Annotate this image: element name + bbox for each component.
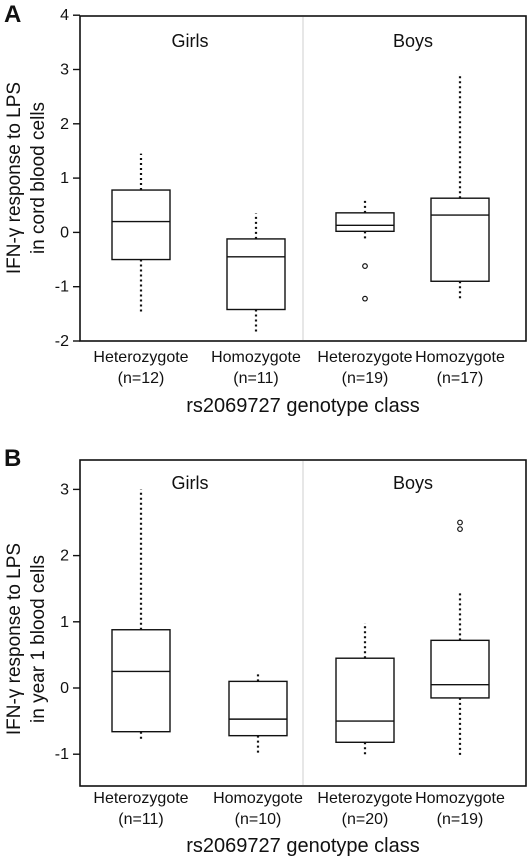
panel-b-box-girls-heterozygote <box>111 489 171 740</box>
iqr-box <box>335 657 395 743</box>
panel-a-category-n: (n=11) <box>233 370 279 387</box>
panel-a-ytick-label: 4 <box>60 7 69 24</box>
panel-b-group-girls: Girls <box>172 473 209 493</box>
panel-a-category-n: (n=19) <box>342 370 389 387</box>
panel-a-ytick-label: -1 <box>55 279 69 296</box>
panel-b-category-n: (n=10) <box>235 811 282 828</box>
panel-b-category-label: Heterozygote <box>317 790 412 807</box>
panel-a-group-boys: Boys <box>393 31 433 51</box>
outlier-point <box>457 526 463 533</box>
panel-b-box-boys-heterozygote <box>335 623 395 755</box>
panel-a-letter: A <box>4 1 21 28</box>
panel-b-category-label: Heterozygote <box>93 790 188 807</box>
iqr-box <box>226 238 286 311</box>
panel-b-category-label: Homozygote <box>415 790 505 807</box>
iqr-box <box>335 212 395 233</box>
panel-a-box-girls-homozygote <box>226 213 286 333</box>
panel-b-box-girls-homozygote <box>228 673 288 755</box>
panel-a-category-label: Homozygote <box>415 349 505 366</box>
panel-b-ylabel-line2: in year 1 blood cells <box>28 555 49 723</box>
panel-a-xlabel: rs2069727 genotype class <box>186 395 420 417</box>
panel-a-ytick-label: 3 <box>60 62 69 79</box>
panel-b-category-label: Homozygote <box>213 790 303 807</box>
panel-a-box-girls-heterozygote <box>111 153 171 314</box>
panel-b: B IFN-γ response to LPS in year 1 blood … <box>4 445 527 857</box>
panel-a-category-label: Heterozygote <box>317 349 412 366</box>
panel-b-ylabel-line1: IFN-γ response to LPS <box>4 543 25 735</box>
iqr-box <box>228 680 288 737</box>
panel-b-ylabel: IFN-γ response to LPS in year 1 blood ce… <box>4 543 49 735</box>
panel-a-ylabel-line2: in cord blood cells <box>28 102 49 254</box>
panel-b-category-n: (n=20) <box>342 811 389 828</box>
panel-b-frame <box>79 459 527 787</box>
panel-b-ytick-label: 1 <box>60 614 69 631</box>
panel-b-ytick-label: 2 <box>60 548 69 565</box>
panel-a-ytick-label: 1 <box>60 170 69 187</box>
panel-b-category-n: (n=19) <box>437 811 484 828</box>
panel-a-ytick-label: 2 <box>60 116 69 133</box>
iqr-box <box>430 197 490 282</box>
outlier-point <box>457 519 463 526</box>
panel-a-category-label: Homozygote <box>211 349 301 366</box>
iqr-box <box>111 629 171 733</box>
panel-a-ytick-label: -2 <box>55 333 69 350</box>
panel-a-ylabel-line1: IFN-γ response to LPS <box>4 82 25 274</box>
outlier-point <box>362 263 368 269</box>
panel-b-group-boys: Boys <box>393 473 433 493</box>
outlier-point <box>362 295 368 302</box>
panel-a-category-n: (n=17) <box>437 370 484 387</box>
panel-b-box-boys-homozygote <box>430 519 490 758</box>
panel-b-xlabel: rs2069727 genotype class <box>186 835 420 857</box>
panel-b-ytick-label: 3 <box>60 481 69 498</box>
panel-a-ytick-label: 0 <box>60 224 69 241</box>
iqr-box <box>111 189 171 261</box>
panel-a-category-label: Heterozygote <box>93 349 188 366</box>
panel-a-box-boys-heterozygote <box>335 198 395 302</box>
panel-b-category-n: (n=11) <box>118 811 164 828</box>
panel-b-ytick-label: -1 <box>55 746 69 763</box>
panel-b-ytick-label: 0 <box>60 680 69 697</box>
panel-b-letter: B <box>4 445 21 472</box>
panel-a-category-n: (n=12) <box>118 370 165 387</box>
panel-a: A IFN-γ response to LPS in cord blood ce… <box>4 1 527 417</box>
panel-a-ylabel: IFN-γ response to LPS in cord blood cell… <box>4 82 49 274</box>
panel-a-box-boys-homozygote <box>430 74 490 301</box>
iqr-box <box>430 639 490 699</box>
panel-a-group-girls: Girls <box>172 31 209 51</box>
